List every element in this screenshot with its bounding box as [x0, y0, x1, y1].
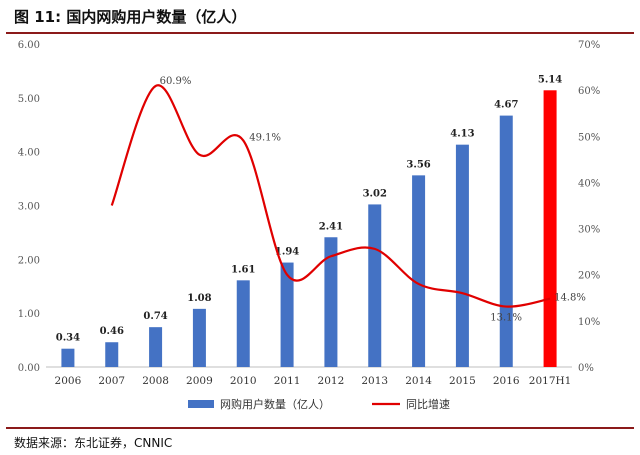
y-right-tick-label: 0% [578, 363, 594, 374]
bar [280, 262, 294, 367]
figure-title: 图 11: 国内网购用户数量（亿人） [14, 8, 247, 26]
line-value-label: 14.8% [554, 293, 586, 304]
bar-value-label: 1.08 [187, 293, 211, 304]
bar-value-label: 3.56 [406, 159, 430, 170]
bar [236, 280, 250, 367]
x-tick-label: 2007 [98, 375, 125, 387]
x-tick-label: 2015 [449, 375, 476, 387]
x-tick-label: 2013 [361, 375, 388, 387]
y-right-tick-label: 60% [578, 86, 600, 97]
x-tick-label: 2008 [142, 375, 169, 387]
legend-swatch-bar [188, 400, 214, 408]
y-right-tick-label: 40% [578, 178, 600, 189]
line-value-label: 60.9% [160, 76, 192, 87]
bar-value-label: 2.41 [319, 221, 343, 232]
y-right-tick-label: 20% [578, 271, 600, 282]
x-tick-label: 2014 [405, 375, 432, 387]
y-right-tick-label: 70% [578, 40, 600, 51]
x-tick-label: 2012 [318, 375, 345, 387]
x-tick-label: 2016 [493, 375, 520, 387]
line-value-label: 13.1% [490, 313, 522, 324]
x-tick-label: 2010 [230, 375, 257, 387]
bar [105, 342, 119, 367]
y-left-tick-label: 1.00 [18, 309, 40, 320]
bar-value-label: 0.34 [56, 333, 80, 344]
bar-value-label: 3.02 [363, 188, 387, 199]
bar [324, 237, 338, 367]
bar-value-label: 1.94 [275, 247, 299, 258]
figure-header: 图 11: 国内网购用户数量（亿人） [0, 0, 640, 34]
x-tick-label: 2011 [274, 375, 301, 387]
legend-label-bar: 网购用户数量（亿人） [220, 397, 330, 411]
bar [455, 144, 469, 367]
y-left-tick-label: 0.00 [18, 363, 40, 374]
growth-rate-line [110, 84, 551, 308]
bar [61, 348, 75, 367]
y-left-tick-label: 3.00 [18, 202, 40, 213]
top-rule [6, 32, 634, 34]
x-tick-label: 2009 [186, 375, 213, 387]
bar [368, 204, 382, 367]
y-right-tick-label: 30% [578, 225, 600, 236]
bar-value-label: 5.14 [538, 74, 562, 85]
bar [499, 115, 513, 368]
y-left-tick-label: 4.00 [18, 148, 40, 159]
line-value-label: 49.1% [249, 132, 281, 143]
bar-value-label: 4.67 [494, 100, 518, 111]
y-right-tick-label: 10% [578, 317, 600, 328]
bar-value-label: 0.74 [143, 311, 167, 322]
y-left-tick-label: 5.00 [18, 94, 40, 105]
y-left-tick-label: 2.00 [18, 255, 40, 266]
bottom-rule [6, 427, 634, 429]
legend-label-line: 同比增速 [406, 397, 450, 411]
bar [412, 175, 426, 367]
bar-value-label: 0.46 [100, 326, 124, 337]
x-tick-label: 2017H1 [529, 375, 572, 387]
x-tick-label: 2006 [55, 375, 82, 387]
bar [149, 327, 163, 367]
y-left-tick-label: 6.00 [18, 40, 40, 51]
bar [543, 90, 557, 368]
source-note: 数据来源：东北证券，CNNIC [14, 436, 173, 450]
bar [192, 308, 206, 367]
bar-value-label: 4.13 [450, 129, 474, 140]
bar-value-label: 1.61 [231, 264, 255, 275]
y-right-tick-label: 50% [578, 132, 600, 143]
